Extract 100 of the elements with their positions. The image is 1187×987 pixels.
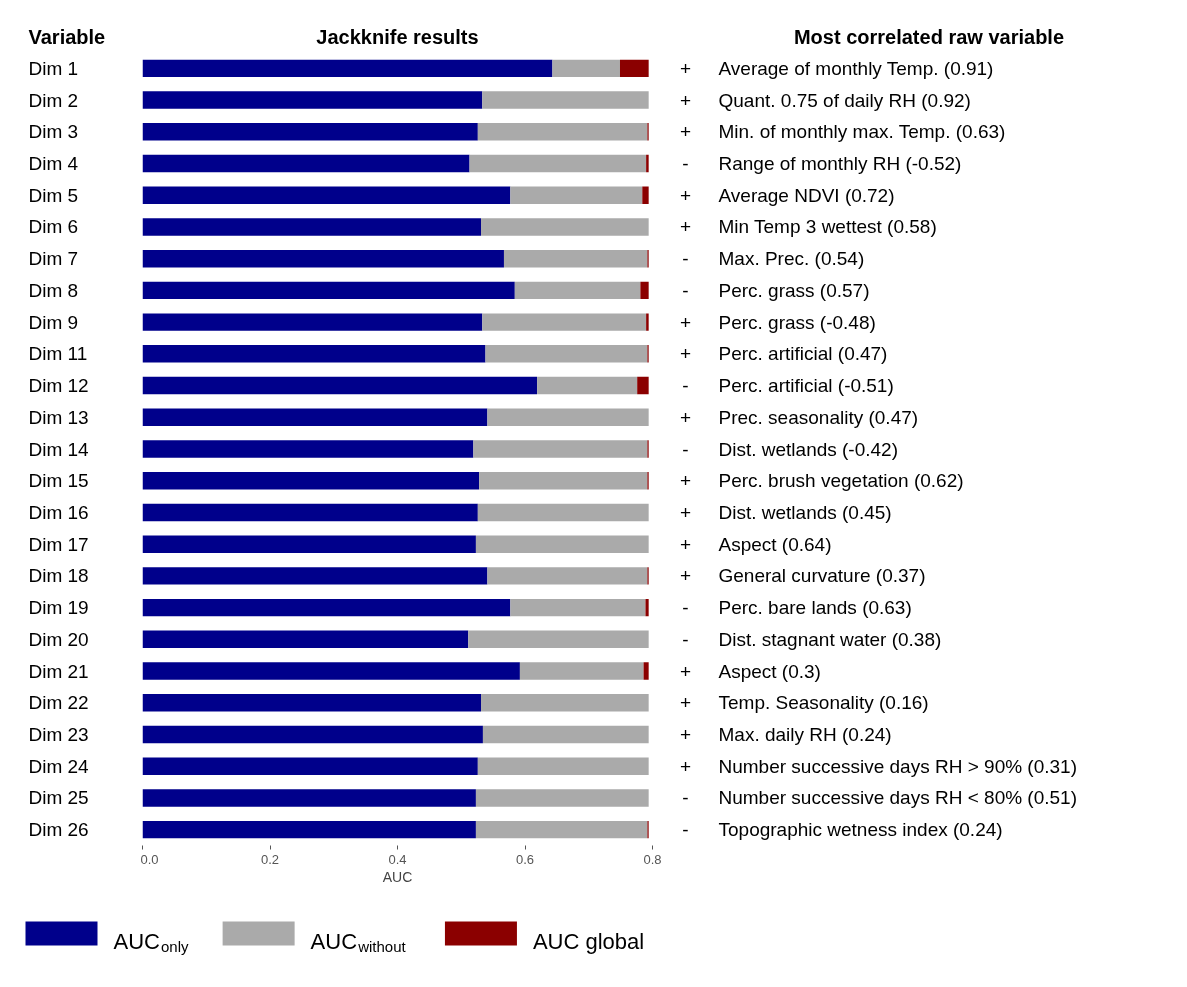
bar bbox=[142, 154, 470, 173]
y-tick-label: Dim 15 bbox=[28, 470, 89, 492]
bar bbox=[479, 472, 648, 490]
text: + bbox=[679, 311, 692, 333]
bar bbox=[142, 630, 469, 649]
bar bbox=[142, 123, 478, 141]
chart-title: Jackknife results bbox=[316, 25, 479, 48]
bar bbox=[142, 662, 520, 680]
y-tick-label: Dim 7 bbox=[28, 248, 79, 270]
bar bbox=[142, 567, 488, 585]
text: + bbox=[679, 89, 692, 111]
bar bbox=[142, 757, 478, 775]
x-axis-title: AUC bbox=[382, 868, 413, 885]
text: - bbox=[682, 153, 689, 175]
bar bbox=[142, 472, 480, 490]
x-tick-label: 0.2 bbox=[260, 851, 280, 867]
bar bbox=[519, 662, 644, 680]
bar bbox=[646, 313, 649, 331]
bar bbox=[142, 694, 482, 712]
bar bbox=[485, 345, 648, 363]
bar bbox=[469, 154, 647, 173]
y-tick-label: Dim 6 bbox=[28, 216, 79, 238]
bar bbox=[482, 725, 649, 744]
x-tick-label: 0.8 bbox=[643, 851, 662, 867]
bar bbox=[642, 186, 649, 204]
bar bbox=[473, 440, 648, 458]
y-tick-label: Dim 18 bbox=[28, 565, 89, 587]
bar bbox=[142, 440, 474, 458]
text: - bbox=[682, 628, 689, 650]
bar bbox=[487, 408, 649, 426]
text: Temp. Seasonality (0.16) bbox=[718, 692, 929, 714]
text: Perc. bare lands (0.63) bbox=[718, 597, 912, 619]
bar bbox=[481, 694, 649, 712]
bar bbox=[142, 249, 504, 268]
y-tick-label: Dim 21 bbox=[28, 660, 89, 682]
y-tick-label: Dim 8 bbox=[28, 279, 79, 301]
text: Prec. seasonality (0.47) bbox=[718, 406, 919, 428]
text: Perc. artificial (-0.51) bbox=[718, 375, 894, 397]
bar bbox=[142, 598, 511, 617]
text: - bbox=[682, 819, 689, 841]
y-tick-label: Dim 19 bbox=[28, 597, 89, 619]
y-tick-label: Dim 14 bbox=[28, 438, 90, 460]
y-tick-label: Dim 22 bbox=[28, 692, 89, 714]
y-tick-label: Dim 11 bbox=[28, 343, 88, 365]
bar bbox=[142, 408, 488, 426]
bar bbox=[487, 567, 648, 585]
bar bbox=[643, 662, 649, 680]
text: + bbox=[679, 501, 692, 523]
text: + bbox=[679, 121, 692, 143]
bar bbox=[477, 503, 649, 522]
text: - bbox=[682, 375, 689, 397]
text: Quant. 0.75 of daily RH (0.92) bbox=[718, 89, 971, 111]
y-tick-label: Dim 12 bbox=[28, 375, 89, 397]
bar bbox=[142, 313, 483, 331]
text: + bbox=[679, 755, 692, 777]
text: Perc. grass (-0.48) bbox=[718, 311, 876, 333]
text: + bbox=[679, 406, 692, 428]
text: - bbox=[682, 787, 689, 809]
bar bbox=[475, 789, 649, 807]
bar bbox=[640, 281, 649, 300]
text: + bbox=[679, 660, 692, 682]
text: Perc. brush vegetation (0.62) bbox=[718, 470, 964, 492]
bar bbox=[537, 376, 638, 395]
text: Max. Prec. (0.54) bbox=[718, 248, 865, 270]
bar bbox=[514, 281, 641, 300]
y-tick-label: Dim 4 bbox=[28, 153, 79, 175]
text: - bbox=[682, 279, 689, 301]
bar bbox=[482, 91, 649, 109]
text: - bbox=[682, 248, 689, 270]
text: + bbox=[679, 184, 692, 206]
bar bbox=[477, 123, 648, 141]
text: Perc. artificial (0.47) bbox=[718, 343, 888, 365]
bar bbox=[619, 59, 649, 78]
text: + bbox=[679, 533, 692, 555]
text: Most correlated raw variable bbox=[793, 25, 1065, 48]
bar bbox=[142, 503, 478, 522]
y-tick-label: Dim 16 bbox=[28, 501, 89, 523]
y-tick-label: Dim 24 bbox=[28, 755, 90, 777]
bar bbox=[142, 345, 486, 363]
text: - bbox=[682, 597, 689, 619]
bar bbox=[142, 725, 483, 744]
bar bbox=[475, 820, 648, 839]
bar bbox=[468, 630, 649, 649]
x-tick-label: 0.4 bbox=[388, 851, 407, 867]
text: + bbox=[679, 692, 692, 714]
text: Aspect (0.64) bbox=[718, 533, 832, 555]
bar bbox=[142, 820, 476, 839]
bar bbox=[481, 218, 649, 236]
text: + bbox=[679, 565, 692, 587]
y-tick-label: Dim 20 bbox=[28, 628, 89, 650]
bar bbox=[142, 281, 515, 300]
bar bbox=[142, 376, 538, 395]
y-tick-label: Dim 13 bbox=[28, 406, 89, 428]
bar bbox=[552, 59, 620, 78]
bar bbox=[503, 249, 648, 268]
bar bbox=[645, 598, 649, 617]
text: Min Temp 3 wettest (0.58) bbox=[718, 216, 937, 238]
x-tick-label: 0.0 bbox=[140, 851, 159, 867]
text: Number successive days RH < 80% (0.51) bbox=[718, 787, 1078, 809]
text: Dist. wetlands (-0.42) bbox=[718, 438, 899, 460]
